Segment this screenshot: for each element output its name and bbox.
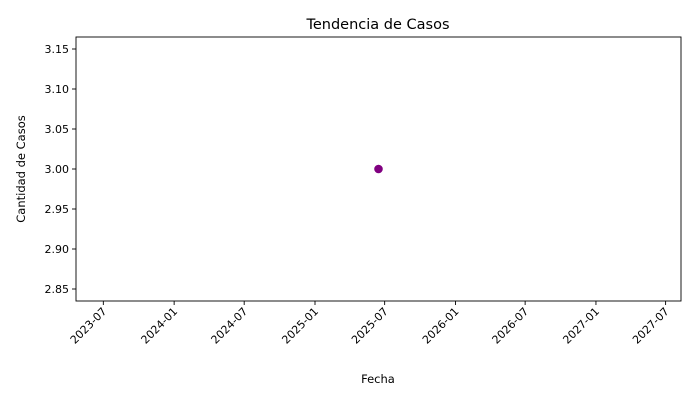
data-points [374, 164, 383, 174]
x-tick-label: 2026-07 [490, 305, 532, 347]
y-tick-label: 3.15 [45, 43, 70, 56]
y-axis-label: Cantidad de Casos [14, 115, 28, 223]
y-tick-label: 3.00 [45, 163, 70, 176]
y-tick-label: 2.85 [45, 283, 70, 296]
x-tick-label: 2024-07 [209, 305, 251, 347]
x-tick-label: 2023-07 [68, 305, 110, 347]
data-point [374, 164, 383, 174]
x-tick-label: 2026-01 [420, 305, 462, 347]
y-tick-label: 2.95 [45, 203, 70, 216]
y-tick-label: 3.10 [45, 83, 70, 96]
y-tick-label: 2.90 [45, 243, 70, 256]
y-axis: 2.85 2.90 2.95 3.00 3.05 3.10 3.15 [45, 43, 76, 296]
x-tick-label: 2025-01 [279, 305, 321, 347]
x-axis-label: Fecha [361, 372, 395, 386]
x-tick-label: 2024-01 [139, 305, 181, 347]
y-tick-label: 3.05 [45, 123, 70, 136]
x-axis: 2023-07 2024-01 2024-07 2025-01 2025-07 2026-… [68, 301, 672, 347]
x-tick-label: 2025-07 [349, 305, 391, 347]
x-tick-label: 2027-01 [560, 305, 602, 347]
chart-title: Tendencia de Casos [305, 17, 449, 33]
x-tick-label: 2027-07 [630, 305, 672, 347]
